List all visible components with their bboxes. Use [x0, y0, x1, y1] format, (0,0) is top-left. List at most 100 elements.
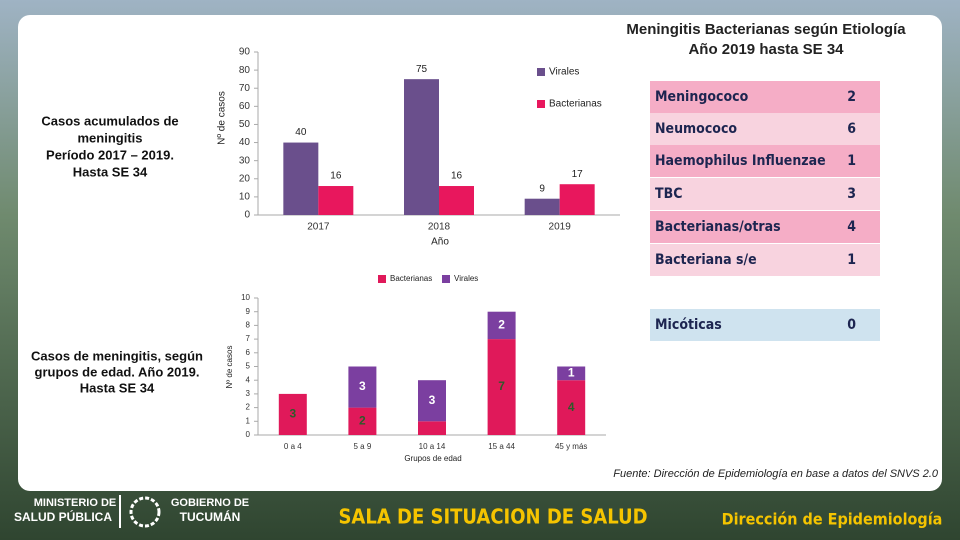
y-tick-label: 90	[239, 47, 251, 58]
y-tick-label: 7	[246, 334, 251, 343]
logo	[129, 496, 161, 528]
table-row	[650, 113, 880, 145]
y-tick-label: 6	[246, 348, 251, 357]
table-cell: Meningococo	[655, 89, 749, 105]
y-tick-label: 9	[246, 307, 251, 316]
ministry: SALUD PÚBLICA	[14, 509, 112, 524]
table-row	[650, 244, 880, 276]
x-axis-title: Año	[431, 237, 449, 248]
y-tick-label: 4	[246, 375, 251, 384]
x-axis-title: Grupos de edad	[404, 454, 461, 463]
table-cell: 1	[847, 252, 856, 268]
x-tick-label: 0 a 4	[284, 442, 302, 451]
table-cell: 4	[847, 219, 856, 235]
bar	[348, 366, 377, 408]
government: GOBIERNO DE	[171, 497, 249, 509]
data-label: 1	[568, 366, 575, 380]
table-cell: Haemophilus Influenzae	[655, 153, 826, 169]
table-row	[650, 309, 880, 341]
x-tick-label: 2019	[549, 222, 572, 233]
data-label: 75	[416, 64, 428, 75]
table-cell: Neumococo	[655, 121, 737, 137]
table-cell: TBC	[655, 186, 682, 202]
data-label: 17	[572, 169, 584, 180]
bar	[487, 311, 516, 340]
y-axis-title: Nº de casos	[217, 91, 228, 145]
x-tick-label: 5 a 9	[354, 442, 372, 451]
y-tick-label: 70	[239, 83, 251, 94]
data-label: 16	[451, 171, 463, 182]
table-cell: Micóticas	[655, 317, 722, 333]
ministry: MINISTERIO DE	[34, 497, 117, 509]
table-row	[650, 178, 880, 210]
x-tick-label: 2017	[307, 222, 330, 233]
bar	[557, 380, 586, 435]
table-cell: 6	[847, 121, 856, 137]
x-tick-label: 45 y más	[555, 442, 587, 451]
data-label: 9	[539, 183, 545, 194]
bar	[348, 407, 377, 435]
table-cell: 3	[847, 186, 856, 202]
table-row	[650, 81, 880, 113]
y-tick-label: 80	[239, 65, 251, 76]
bar	[404, 79, 439, 216]
bar	[318, 186, 354, 215]
y-tick-label: 3	[246, 389, 251, 398]
legend-swatch	[537, 68, 545, 76]
bar	[418, 380, 446, 422]
y-tick-label: 2	[246, 403, 251, 412]
y-tick-label: 0	[246, 430, 251, 439]
legend-swatch	[442, 275, 450, 283]
caption: Hasta SE 34	[73, 164, 148, 179]
caption: meningitis	[77, 130, 142, 145]
caption: Período 2017 – 2019.	[46, 147, 174, 162]
y-tick-label: 30	[239, 155, 251, 166]
x-tick-label: 10 a 14	[419, 442, 446, 451]
table-cell: 0	[847, 317, 856, 333]
title: Meningitis Bacterianas según Etiología	[626, 21, 906, 38]
bar	[559, 184, 595, 215]
y-tick-label: 8	[246, 321, 251, 330]
bar	[487, 339, 516, 435]
table-row	[650, 211, 880, 243]
y-tick-label: 5	[246, 362, 251, 371]
data-label: 4	[568, 400, 575, 414]
y-tick-label: 1	[246, 416, 251, 425]
legend-swatch	[537, 100, 545, 108]
table-cell: 1	[847, 153, 856, 169]
bar	[439, 186, 474, 215]
caption: grupos de edad. Año 2019.	[35, 364, 200, 379]
legend-swatch	[378, 275, 386, 283]
data-label: 2	[359, 413, 366, 427]
data-label: 7	[498, 379, 505, 393]
caption: Casos de meningitis, según	[31, 348, 203, 363]
source: Fuente: Dirección de Epidemiología en ba…	[613, 468, 939, 480]
table-row	[650, 145, 880, 177]
data-label: 2	[498, 318, 505, 332]
bar	[524, 198, 560, 215]
x-tick-label: 15 a 44	[488, 442, 515, 451]
data-label: 3	[359, 379, 366, 393]
table-cell: 2	[847, 89, 856, 105]
legend-label: Virales	[454, 274, 478, 283]
y-axis-title: Nº de casos	[225, 346, 234, 389]
y-tick-label: 10	[239, 192, 251, 203]
x-tick-label: 2018	[428, 222, 451, 233]
y-tick-label: 50	[239, 119, 251, 130]
y-tick-label: 0	[244, 210, 250, 221]
y-tick-label: 10	[241, 293, 250, 302]
table-cell: Bacteriana s/e	[655, 252, 757, 268]
data-label: 16	[330, 171, 342, 182]
bar	[557, 366, 586, 381]
y-tick-label: 40	[239, 137, 251, 148]
caption: Hasta SE 34	[80, 380, 155, 395]
y-tick-label: 60	[239, 101, 251, 112]
government: TUCUMÁN	[180, 509, 241, 524]
data-label: 3	[289, 407, 296, 421]
data-label: 40	[295, 127, 307, 138]
room: SALA DE SITUACION DE SALUD	[338, 505, 647, 529]
data-label: 3	[429, 393, 436, 407]
bar	[418, 421, 446, 435]
legend-label: Virales	[549, 67, 579, 78]
